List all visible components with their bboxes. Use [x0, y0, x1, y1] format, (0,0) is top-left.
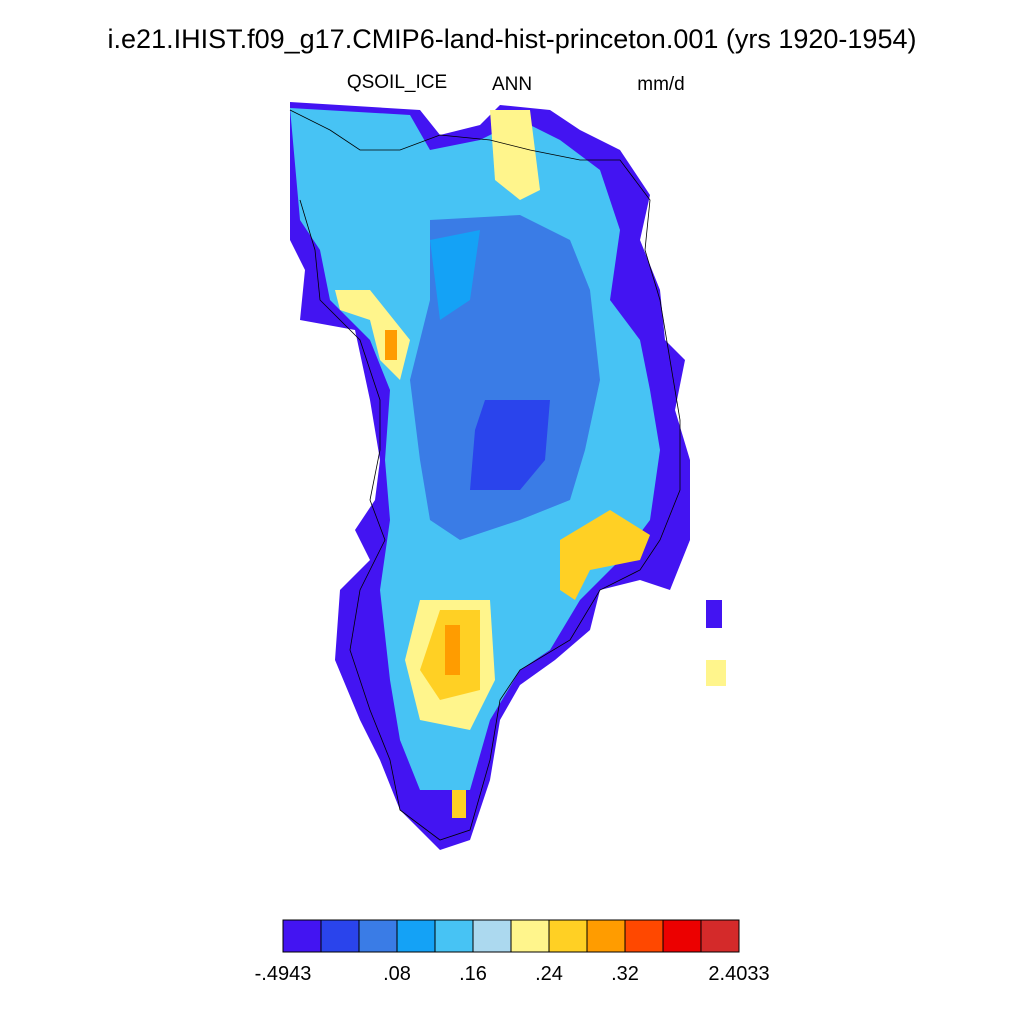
- colorbar-box: [434, 919, 474, 953]
- colorbar-label: .32: [611, 963, 639, 985]
- island-yellow: [706, 660, 726, 686]
- region-core: [470, 400, 550, 490]
- colorbar-box: [358, 919, 398, 953]
- colorbar-label: .24: [535, 963, 563, 985]
- coastline: [289, 109, 681, 841]
- colorbar-label: -.4943: [255, 963, 312, 985]
- island: [706, 600, 722, 628]
- colorbar-box: [662, 919, 702, 953]
- colorbar-box: [700, 919, 740, 953]
- period: ANN: [492, 74, 532, 95]
- colorbar-box: [510, 919, 550, 953]
- colorbar: -.4943 .08 .16 .24 .32 2.4033: [255, 919, 770, 985]
- region-north: [490, 110, 540, 200]
- colorbar-box: [282, 919, 322, 953]
- colorbar-box: [586, 919, 626, 953]
- region-west-peak: [385, 330, 397, 360]
- colorbar-box: [548, 919, 588, 953]
- variable: QSOIL_ICE: [347, 72, 447, 93]
- colorbar-box: [320, 919, 360, 953]
- colorbar-box: [624, 919, 664, 953]
- region-south-tip: [452, 790, 466, 818]
- region-peak: [445, 625, 460, 675]
- units: mm/d: [637, 74, 685, 95]
- colorbar-box: [396, 919, 436, 953]
- region-edge: [430, 230, 480, 320]
- colorbar-label: .08: [383, 963, 411, 985]
- region-east: [560, 510, 650, 600]
- colorbar-label: .16: [459, 963, 487, 985]
- map: [289, 102, 726, 850]
- colorbar-box: [472, 919, 512, 953]
- colorbar-label: 2.4033: [708, 963, 769, 985]
- title: i.e21.IHIST.f09_g17.CMIP6-land-hist-prin…: [108, 24, 917, 54]
